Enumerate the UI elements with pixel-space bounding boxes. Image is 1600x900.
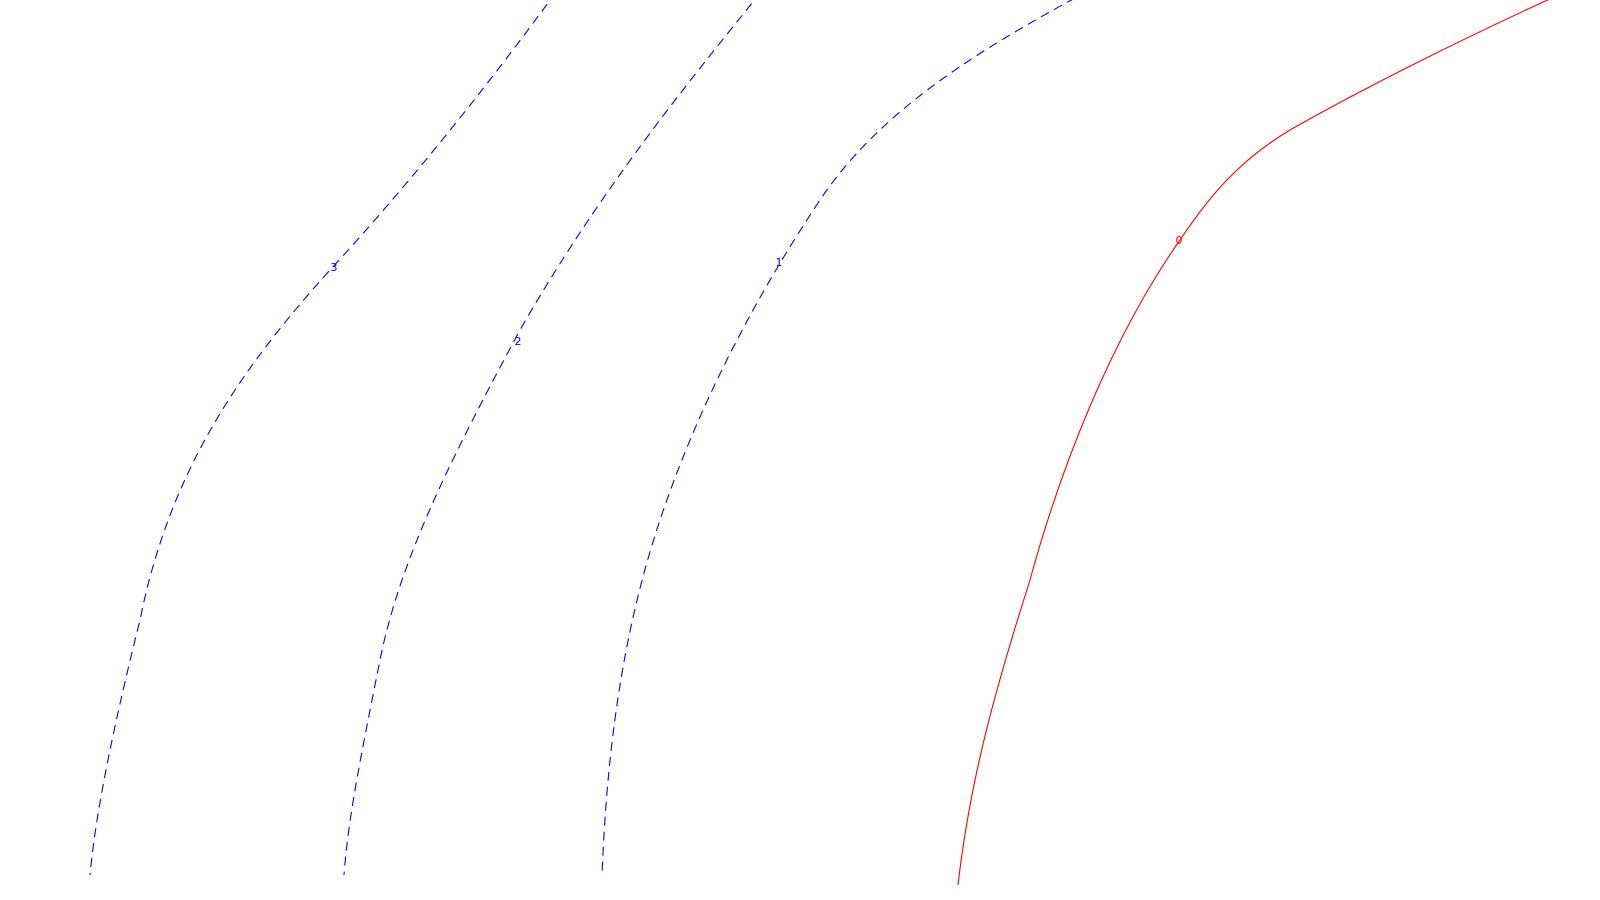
- contour-line-0: [957, 0, 1549, 886]
- contour-label-1: 1: [776, 256, 783, 269]
- contour-line-3: [89, 0, 551, 876]
- contour-layer: 3 2 1 0: [89, 0, 1549, 886]
- contour-line-1: [601, 0, 1073, 876]
- contour-label-0: 0: [1176, 234, 1183, 247]
- contour-label-3: 3: [331, 261, 338, 274]
- contour-label-2: 2: [515, 335, 522, 348]
- contour-line-2: [343, 0, 756, 876]
